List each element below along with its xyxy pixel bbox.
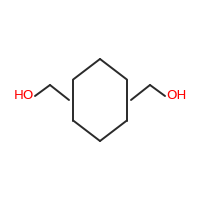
Text: OH: OH: [166, 88, 186, 102]
Text: HO: HO: [14, 88, 34, 102]
